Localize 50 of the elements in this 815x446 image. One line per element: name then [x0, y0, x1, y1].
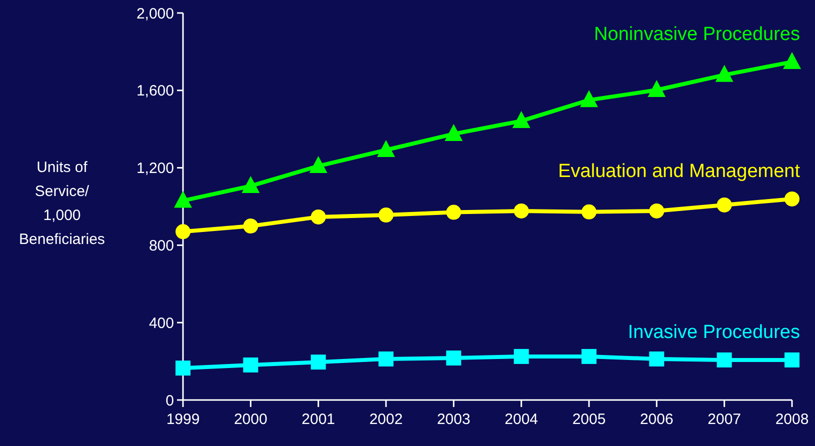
point	[716, 352, 732, 368]
point	[512, 110, 530, 128]
point	[716, 197, 732, 212]
point	[444, 124, 463, 141]
point	[649, 203, 664, 218]
y-tick-label: 400	[148, 314, 174, 332]
point	[783, 52, 801, 69]
point	[649, 351, 664, 366]
point	[715, 64, 734, 82]
series-label: Invasive Procedures	[628, 322, 800, 343]
point	[310, 209, 326, 224]
series-label: Evaluation and Management	[558, 160, 801, 182]
point	[242, 176, 260, 193]
x-tick-label: 2008	[775, 411, 809, 428]
x-tick-label: 1999	[166, 411, 200, 428]
point	[176, 360, 190, 376]
x-tick-label: 2004	[504, 411, 538, 428]
point	[582, 348, 596, 364]
y-tick-label: 800	[148, 237, 174, 254]
point	[377, 140, 395, 157]
y-tick-label: 1,200	[136, 160, 174, 178]
point	[174, 190, 192, 208]
point	[243, 218, 258, 234]
point	[243, 357, 258, 372]
x-tick-label: 2006	[640, 411, 674, 428]
x-tick-label: 2001	[302, 411, 336, 428]
point	[446, 350, 462, 366]
y-tick-label: 1,600	[136, 82, 174, 100]
point	[310, 354, 326, 370]
x-tick-label: 2000	[234, 411, 268, 428]
point	[514, 348, 529, 364]
point	[784, 191, 800, 206]
point	[514, 203, 529, 218]
y-axis-title: Units of Service/ 1,000 Beneficiaries	[19, 159, 105, 248]
x-tick-label: 2003	[436, 411, 470, 428]
point	[378, 351, 394, 366]
point	[378, 208, 394, 223]
x-tick-label: 2002	[369, 411, 403, 428]
point	[582, 204, 596, 220]
y-tick-label: 0	[166, 392, 174, 410]
series-label: Noninvasive Procedures	[594, 24, 800, 45]
point	[446, 204, 462, 220]
point	[648, 80, 666, 98]
x-tick-label: 2005	[572, 411, 606, 428]
point	[784, 352, 800, 368]
point	[309, 156, 328, 174]
point	[176, 224, 190, 240]
point	[580, 90, 598, 108]
x-tick-label: 2007	[708, 411, 742, 428]
y-tick-label: 2,000	[136, 5, 174, 22]
